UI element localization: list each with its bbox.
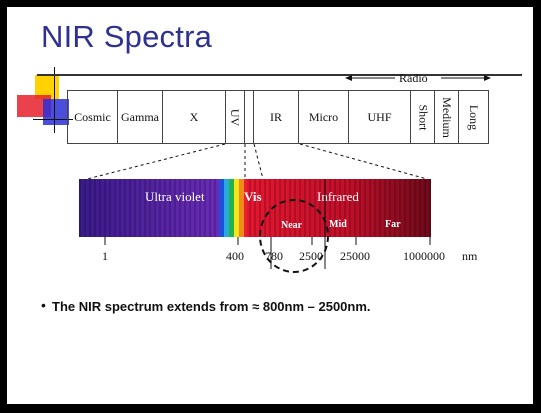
band-cosmic-label: Cosmic: [74, 109, 111, 124]
spectrum-uv-stripes: [79, 179, 219, 237]
band-uv: UV: [226, 91, 245, 143]
band-gamma: Gamma: [118, 91, 163, 143]
tick-780: 780: [265, 249, 283, 263]
tick-1000000: 1000000: [403, 249, 445, 263]
tick-400: 400: [226, 249, 244, 263]
band-x-label: X: [189, 109, 199, 124]
mid-ir-label: Mid: [329, 219, 347, 230]
band-medium: Medium: [435, 91, 459, 143]
band-short: Short: [411, 91, 435, 143]
nir-highlight-ellipse: [259, 199, 329, 273]
tick-1: 1: [102, 249, 108, 263]
zoom-dashed-lines: [86, 143, 428, 180]
title-rule: [37, 74, 522, 76]
infrared-label: Infrared: [317, 189, 359, 204]
radio-range-arrows: [345, 75, 491, 81]
ultraviolet-label: Ultra violet: [145, 189, 205, 204]
tick-25000: 25000: [340, 249, 370, 263]
far-ir-label: Far: [385, 219, 401, 230]
band-ir: IR: [254, 91, 299, 143]
spectrum-ir-stripes: [247, 179, 431, 237]
radio-label: Radio: [399, 71, 428, 85]
spectrum-visible-region: [219, 179, 247, 237]
band-x: X: [163, 91, 226, 143]
bullet-text: The NIR spectrum extends from ≈ 800nm – …: [52, 299, 371, 314]
band-uhf: UHF: [349, 91, 411, 143]
deco-vertical-line: [54, 67, 55, 133]
em-band-table: Cosmic Gamma X UV IR Micro UHF Short Med…: [67, 90, 489, 144]
band-cosmic: Cosmic: [68, 91, 118, 143]
tick-2500: 2500: [299, 249, 323, 263]
band-uhf-label: UHF: [367, 109, 392, 124]
band-micro-label: Micro: [308, 109, 339, 124]
deco-horizontal-line: [33, 119, 73, 120]
band-micro: Micro: [299, 91, 349, 143]
bullet-icon: •: [41, 297, 46, 313]
band-visible: [245, 91, 254, 143]
near-ir-label: Near: [281, 220, 303, 231]
deco-red-square: [17, 95, 51, 117]
deco-blue-square: [43, 99, 69, 125]
slide-canvas: NIR Spectra Radio Cosmic Gamma X UV IR M…: [7, 7, 533, 404]
spectrum-ticks: [104, 179, 431, 273]
unit-label: nm: [462, 249, 478, 263]
slide-title: NIR Spectra: [41, 19, 213, 54]
band-ir-label: IR: [270, 109, 282, 124]
spectrum-bar: [79, 179, 431, 237]
visible-label: Vis: [244, 189, 262, 204]
band-gamma-label: Gamma: [121, 109, 159, 124]
